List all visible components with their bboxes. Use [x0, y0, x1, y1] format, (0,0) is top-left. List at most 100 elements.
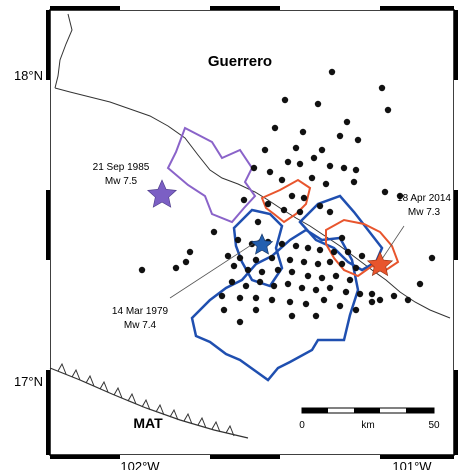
aftershock-dot — [138, 266, 146, 274]
lat-label-17n: 17°N — [14, 374, 43, 389]
aftershock-dot — [210, 228, 218, 236]
aftershock-dot — [292, 144, 300, 152]
aftershock-dot — [332, 272, 340, 280]
aftershock-dot — [250, 164, 258, 172]
aftershock-dot — [252, 294, 260, 302]
aftershock-dot — [278, 176, 286, 184]
aftershock-dot — [326, 162, 334, 170]
aftershock-dot — [356, 290, 364, 298]
aftershock-dot — [286, 298, 294, 306]
lat-label-18n: 18°N — [14, 68, 43, 83]
aftershock-dot — [340, 164, 348, 172]
aftershock-dot — [344, 248, 352, 256]
aftershock-dot — [228, 278, 236, 286]
aftershock-dot — [286, 256, 294, 264]
aftershock-dot — [274, 266, 282, 274]
trench-label: MAT — [133, 415, 163, 431]
aftershock-dot — [236, 294, 244, 302]
frame-neatline — [46, 6, 458, 459]
aftershock-dot — [278, 240, 286, 248]
aftershock-dot — [338, 234, 346, 242]
aftershock-dot — [318, 146, 326, 154]
lon-label-102w: 102°W — [120, 459, 160, 470]
aftershock-dot — [352, 306, 360, 314]
aftershock-dot — [266, 168, 274, 176]
aftershocks — [138, 68, 436, 326]
aftershock-dot — [338, 260, 346, 268]
scale-bar — [301, 407, 435, 414]
aftershock-dot — [264, 200, 272, 208]
aftershock-dot — [236, 318, 244, 326]
map-frame — [49, 9, 455, 456]
aftershock-dot — [318, 274, 326, 282]
scale-start-label: 0 — [299, 420, 305, 431]
aftershock-dot — [224, 252, 232, 260]
aftershock-dot — [330, 248, 338, 256]
lon-label-101w: 101°W — [392, 459, 432, 470]
aftershock-dot — [182, 258, 190, 266]
scale-unit-label: km — [361, 420, 374, 431]
aftershock-dot — [300, 258, 308, 266]
aftershock-dot — [308, 174, 316, 182]
aftershock-dot — [354, 136, 362, 144]
aftershock-dot — [230, 262, 238, 270]
aftershock-dot — [288, 268, 296, 276]
aftershock-dot — [352, 166, 360, 174]
scale-end-label: 50 — [428, 420, 440, 431]
aftershock-dot — [280, 206, 288, 214]
aftershock-dot — [378, 84, 386, 92]
aftershock-dot — [316, 246, 324, 254]
aftershock-dot — [236, 254, 244, 262]
aftershock-dot — [296, 160, 304, 168]
leader-line-2014 — [379, 225, 405, 263]
event-mag-1985: Mw 7.5 — [105, 176, 138, 187]
aftershock-dot — [312, 286, 320, 294]
aftershock-dot — [326, 284, 334, 292]
aftershock-dot — [368, 290, 376, 298]
event-star-1985 — [146, 179, 178, 208]
state-boundary — [54, 13, 73, 89]
rupture-area-1985 — [166, 126, 257, 224]
aftershock-dot — [299, 128, 307, 136]
aftershock-dot — [288, 192, 296, 200]
aftershock-dot — [328, 68, 336, 76]
aftershock-dot — [256, 278, 264, 286]
aftershock-dot — [314, 100, 322, 108]
aftershock-dot — [288, 312, 296, 320]
aftershock-dot — [252, 256, 260, 264]
aftershock-dot — [314, 260, 322, 268]
coastline — [54, 87, 451, 319]
aftershock-dot — [220, 306, 228, 314]
aftershock-dot — [268, 254, 276, 262]
event-star-1979 — [250, 233, 274, 255]
aftershock-dot — [343, 118, 351, 126]
trench-teeth — [57, 362, 235, 437]
aftershock-dot — [234, 236, 242, 244]
event-date-1979: 14 Mar 1979 — [112, 306, 169, 317]
aftershock-dot — [336, 132, 344, 140]
aftershock-dot — [302, 300, 310, 308]
aftershock-dot — [342, 288, 350, 296]
aftershock-dot — [284, 158, 292, 166]
aftershock-dot — [320, 296, 328, 304]
aftershock-dot — [244, 266, 252, 274]
aftershock-dot — [368, 298, 376, 306]
event-mag-2014: Mw 7.3 — [408, 207, 441, 218]
aftershock-dot — [352, 264, 360, 272]
aftershock-dot — [390, 292, 398, 300]
aftershock-dot — [300, 194, 308, 202]
event-date-1985: 21 Sep 1985 — [93, 162, 150, 173]
aftershock-dot — [428, 254, 436, 262]
aftershock-dot — [326, 208, 334, 216]
aftershock-dot — [316, 202, 324, 210]
aftershock-dot — [384, 106, 392, 114]
aftershock-dot — [336, 302, 344, 310]
aftershock-dot — [172, 264, 180, 272]
aftershock-dot — [271, 124, 279, 132]
aftershock-dot — [304, 244, 312, 252]
aftershock-dot — [296, 208, 304, 216]
aftershock-dot — [404, 296, 412, 304]
aftershock-dot — [252, 306, 260, 314]
